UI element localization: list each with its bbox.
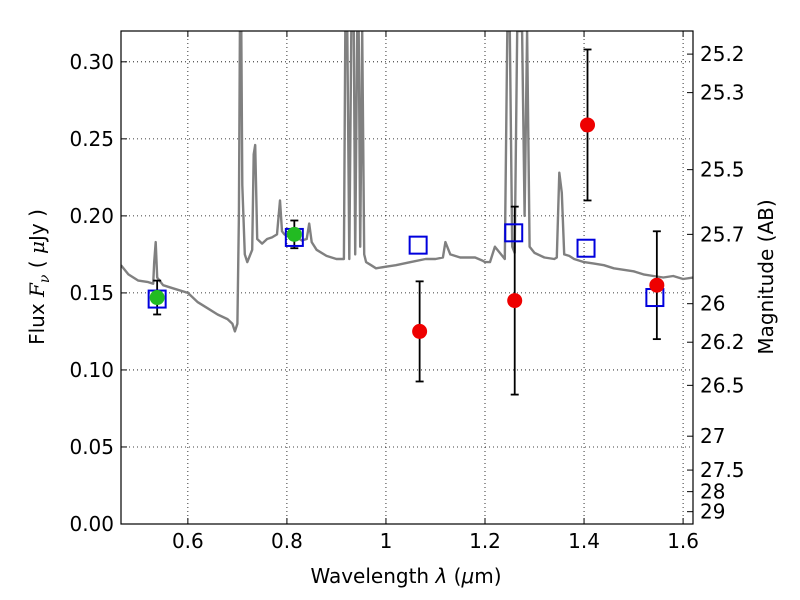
x-tick-label: 1 [380, 529, 393, 553]
observed-flux-marker [507, 293, 523, 309]
y2-tick-label: 26 [700, 292, 725, 316]
y-tick-label: 0.20 [69, 204, 114, 228]
observed-flux-marker [649, 277, 665, 293]
y-tick-label: 0.15 [69, 281, 114, 305]
model-photometry-marker [576, 238, 596, 258]
observed-flux-marker [149, 290, 165, 306]
sed-line [121, 31, 693, 333]
y-tick-label: 0.25 [69, 127, 114, 151]
observed-flux-marker [580, 117, 596, 133]
x-tick-label: 1.4 [568, 529, 600, 553]
y2-tick-label: 28 [700, 480, 725, 504]
y2-tick-label: 26.2 [700, 330, 745, 354]
x-tick-label: 0.8 [271, 529, 303, 553]
plot-frame [120, 30, 694, 525]
y2-tick-label: 27 [700, 424, 725, 448]
y2-tick-label: 25.5 [700, 158, 745, 182]
x-tick-label: 0.6 [172, 529, 204, 553]
model-photometry-marker [408, 235, 428, 255]
y2-tick-label: 25.7 [700, 222, 745, 246]
x-axis-label: Wavelength λ (μm) [310, 564, 501, 588]
x-tick-label: 1.2 [469, 529, 501, 553]
y-tick-label: 0.05 [69, 435, 114, 459]
model-photometry-marker [504, 223, 524, 243]
plot-data [121, 31, 693, 333]
y-tick-label: 0.30 [69, 50, 114, 74]
y2-tick-label: 26.5 [700, 373, 745, 397]
y2-axis-label: Magnitude (AB) [754, 199, 778, 354]
markers [147, 48, 665, 396]
x-tick-label: 1.6 [667, 529, 699, 553]
y-tick-label: 0.00 [69, 512, 114, 536]
observed-flux-marker [412, 323, 428, 339]
y-tick-label: 0.10 [69, 358, 114, 382]
y2-tick-label: 27.5 [700, 458, 745, 482]
y-axis-label: Flux Fν ( μJy ) [25, 209, 53, 345]
observed-flux-marker [286, 226, 302, 242]
ticks: 0.6 0.8 1 1.2 1.4 1.6 0.00 0.05 0.10 0.15 0.20 0.25… [69, 31, 745, 553]
y2-tick-label: 25.2 [700, 42, 745, 66]
y2-tick-label: 25.3 [700, 81, 745, 105]
y2-tick-label: 29 [700, 500, 725, 524]
